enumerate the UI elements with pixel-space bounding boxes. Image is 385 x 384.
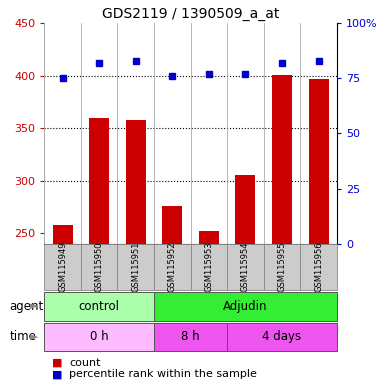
Bar	[191, 244, 227, 290]
Bar	[154, 323, 227, 351]
Text: GSM115955: GSM115955	[278, 242, 286, 292]
Bar	[89, 118, 109, 244]
Bar	[44, 244, 81, 290]
Title: GDS2119 / 1390509_a_at: GDS2119 / 1390509_a_at	[102, 7, 279, 21]
Bar	[300, 244, 337, 290]
Text: GSM115954: GSM115954	[241, 242, 250, 292]
Bar	[44, 323, 154, 351]
Text: ►: ►	[30, 332, 39, 342]
Text: control: control	[79, 300, 120, 313]
Bar	[199, 231, 219, 244]
Bar	[81, 244, 117, 290]
Text: 8 h: 8 h	[181, 331, 200, 343]
Bar	[126, 120, 146, 244]
Text: ■: ■	[52, 358, 62, 368]
Bar	[162, 206, 182, 244]
Text: 0 h: 0 h	[90, 331, 109, 343]
Bar	[272, 74, 292, 244]
Bar	[117, 244, 154, 290]
Bar	[264, 244, 300, 290]
Bar	[308, 79, 329, 244]
Bar	[44, 292, 154, 321]
Text: count: count	[69, 358, 101, 368]
Bar	[154, 292, 337, 321]
Text: GSM115951: GSM115951	[131, 242, 140, 292]
Text: agent: agent	[10, 300, 44, 313]
Text: ►: ►	[30, 301, 39, 311]
Text: GSM115949: GSM115949	[58, 242, 67, 292]
Bar	[154, 244, 191, 290]
Text: GSM115952: GSM115952	[168, 242, 177, 292]
Bar	[227, 244, 264, 290]
Text: percentile rank within the sample: percentile rank within the sample	[69, 369, 257, 379]
Bar	[235, 175, 256, 244]
Text: time: time	[10, 331, 37, 343]
Text: GSM115956: GSM115956	[314, 242, 323, 292]
Text: Adjudin: Adjudin	[223, 300, 268, 313]
Text: GSM115953: GSM115953	[204, 242, 213, 292]
Bar	[52, 225, 73, 244]
Text: 4 days: 4 days	[263, 331, 301, 343]
Text: ■: ■	[52, 369, 62, 379]
Bar	[227, 323, 337, 351]
Text: GSM115950: GSM115950	[95, 242, 104, 292]
